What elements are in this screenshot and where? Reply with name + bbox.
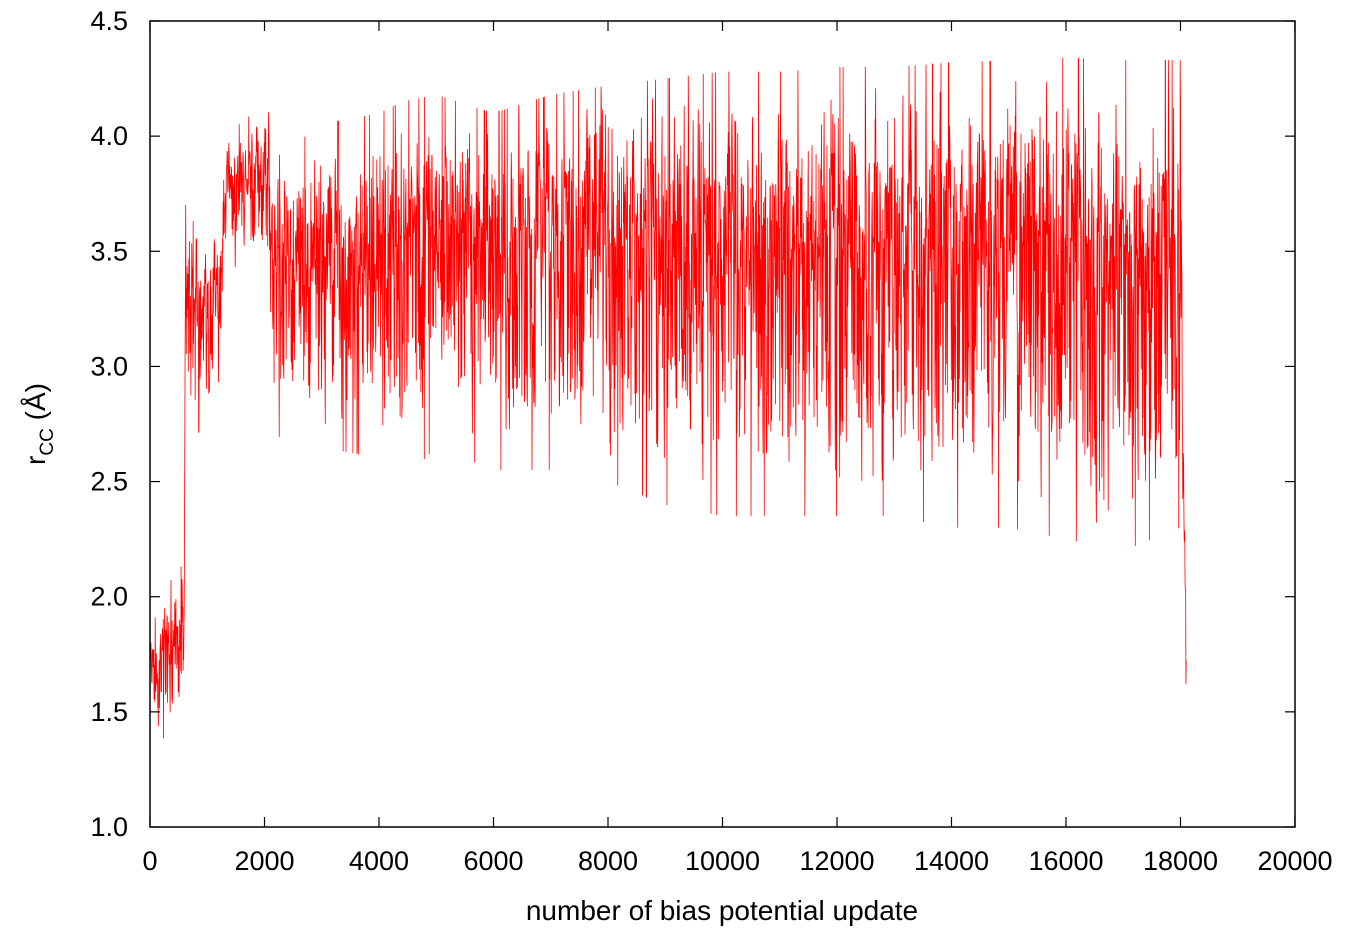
y-tick-label: 4.5 bbox=[90, 6, 128, 36]
y-tick-label: 4.0 bbox=[90, 121, 128, 151]
y-axis-title: rCC (Å) bbox=[20, 383, 58, 465]
x-tick-label: 6000 bbox=[463, 846, 523, 876]
x-axis-title: number of bias potential update bbox=[526, 895, 918, 926]
x-tick-label: 10000 bbox=[685, 846, 760, 876]
y-axis-title-main: r bbox=[20, 456, 51, 465]
x-tick-label: 8000 bbox=[578, 846, 638, 876]
y-tick-label: 3.5 bbox=[90, 236, 128, 266]
ticks-layer: 0 2000 4000 6000 8000 10000 12000 14000 16000 180… bbox=[90, 6, 1332, 876]
y-tick-label: 2.5 bbox=[90, 467, 128, 497]
x-tick-label: 14000 bbox=[914, 846, 989, 876]
series-layer bbox=[149, 57, 1187, 739]
x-tick-label: 20000 bbox=[1257, 846, 1332, 876]
x-tick-label: 0 bbox=[142, 846, 157, 876]
plot-frame bbox=[149, 20, 1296, 828]
y-tick-label: 1.5 bbox=[90, 697, 128, 727]
y-axis-title-unit: (Å) bbox=[20, 383, 51, 428]
y-tick-label: 3.0 bbox=[90, 351, 128, 381]
x-tick-label: 16000 bbox=[1028, 846, 1103, 876]
series-line bbox=[149, 57, 1187, 739]
x-tick-label: 2000 bbox=[234, 846, 294, 876]
y-tick-label: 2.0 bbox=[90, 582, 128, 612]
y-tick-label: 1.0 bbox=[90, 812, 128, 842]
x-tick-label: 18000 bbox=[1143, 846, 1218, 876]
x-tick-label: 4000 bbox=[349, 846, 409, 876]
x-tick-label: 12000 bbox=[799, 846, 874, 876]
y-axis-title-subscript: CC bbox=[37, 428, 58, 455]
